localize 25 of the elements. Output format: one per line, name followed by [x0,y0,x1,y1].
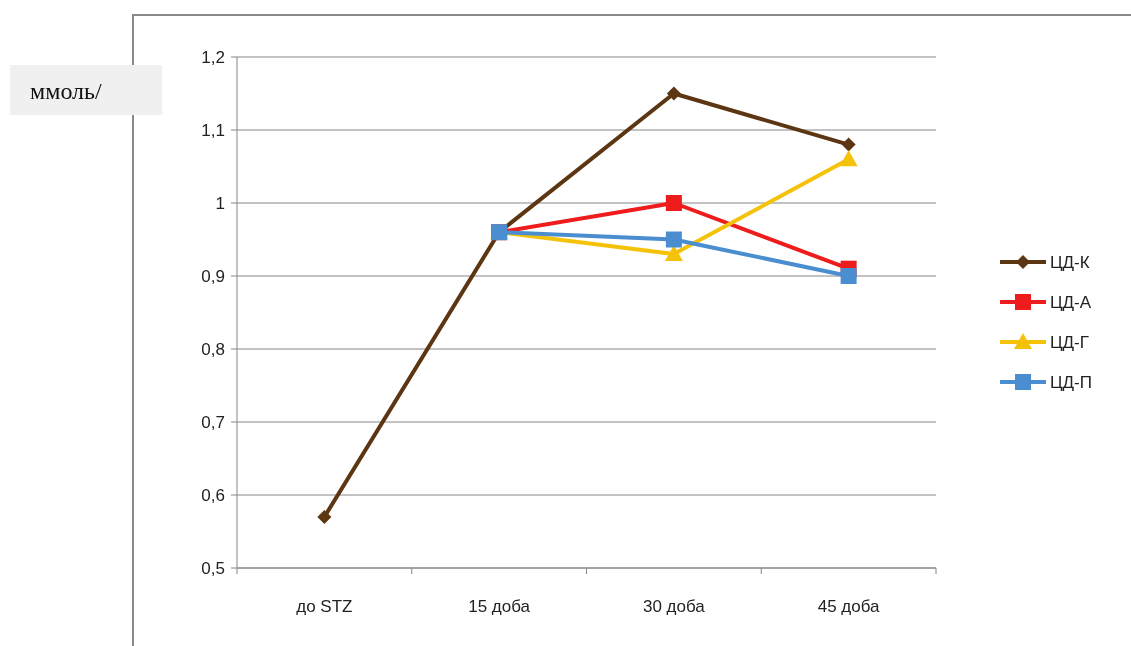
legend-label: ЦД-Г [1050,332,1089,352]
y-tick-label: 0,5 [201,558,225,578]
y-tick-label: 0,8 [201,339,225,359]
x-tick-label: до STZ [296,597,353,616]
y-tick-label: 0,9 [201,266,225,286]
y-tick-label: 0,7 [201,412,225,432]
x-tick-label: 45 доба [817,597,881,616]
point [839,150,858,167]
point [841,137,856,152]
point [666,86,681,101]
x-tick-label: 30 доба [642,597,706,616]
x-tick-label: 15 доба [468,597,531,616]
y-axis-title: ммоль/ [30,78,102,104]
point [665,231,682,248]
y-tick-label: 1 [215,193,225,213]
point [665,195,682,211]
point [664,245,683,262]
y-tick-label: 0,6 [201,485,225,505]
y-tick-label: 1,1 [201,120,225,140]
legend-label: ЦД-К [1050,252,1090,272]
y-tick-label: 1,2 [201,47,225,67]
point [317,509,332,524]
legend-label: ЦД-П [1050,372,1092,392]
legend-label: ЦД-А [1050,292,1092,312]
point [840,268,857,284]
